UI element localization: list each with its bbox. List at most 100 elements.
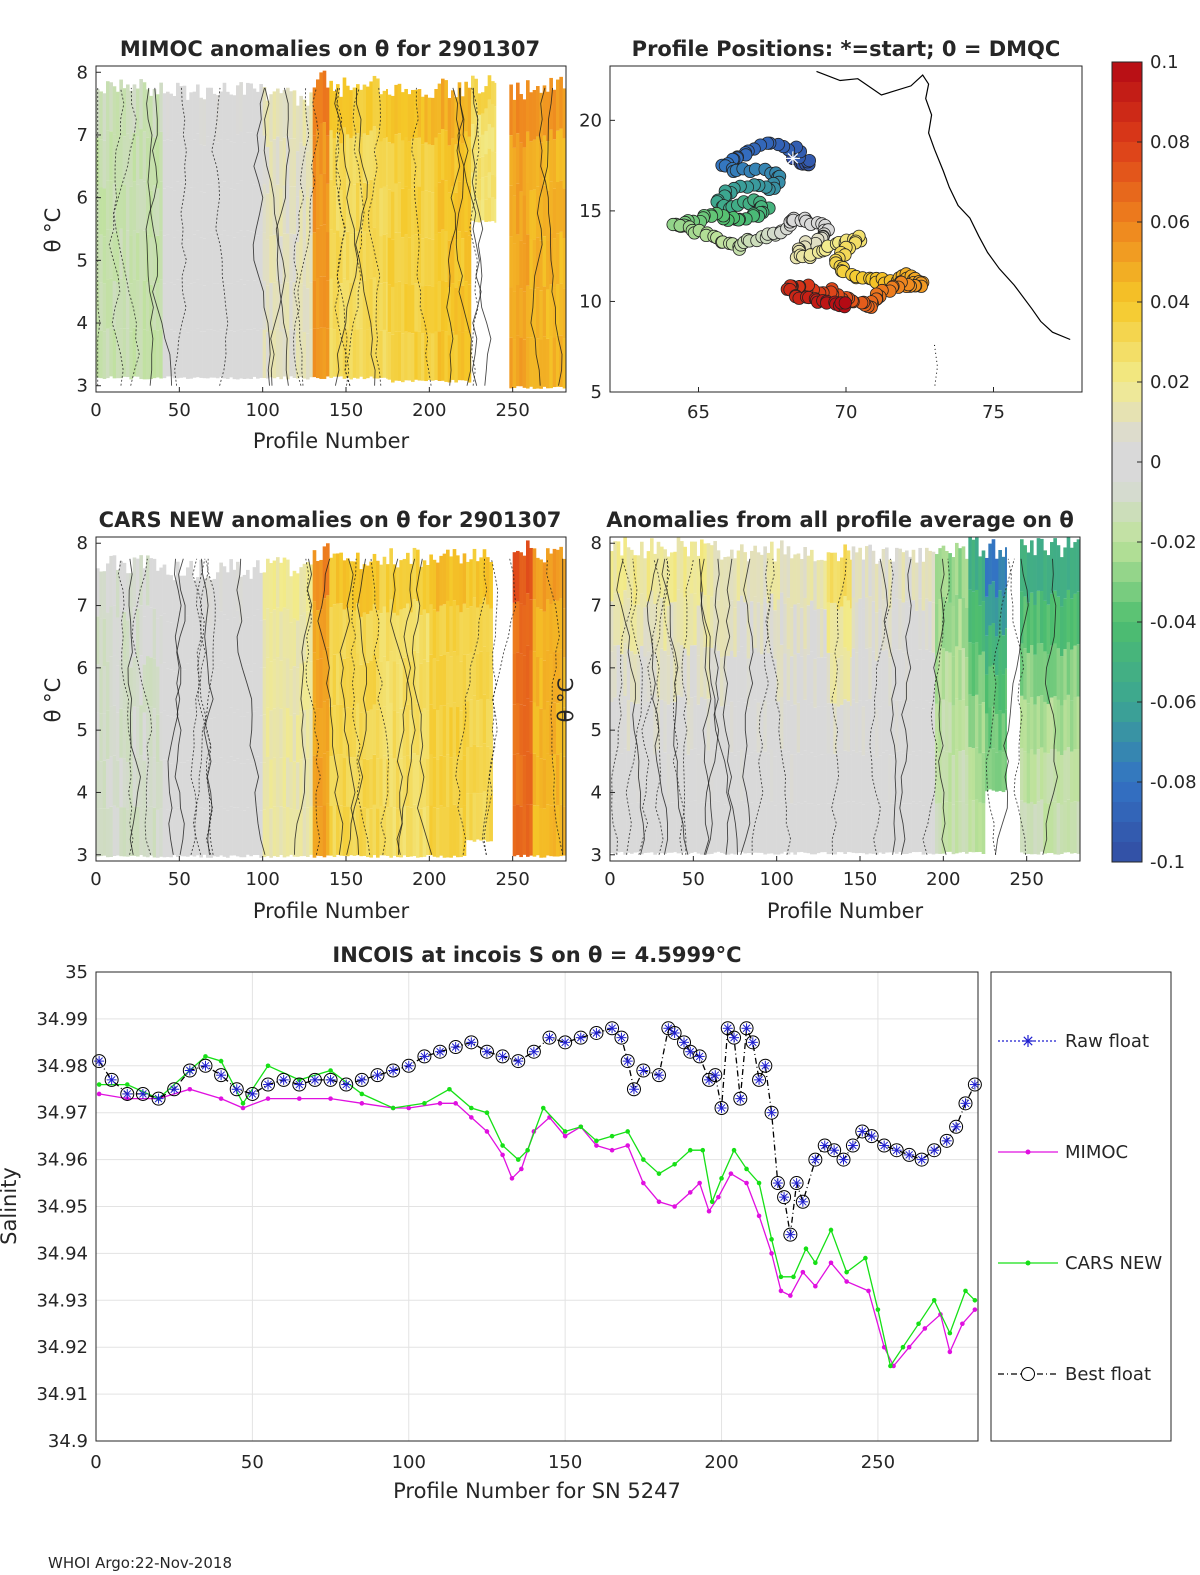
heat-cell [885, 700, 889, 751]
heat-cell [865, 700, 869, 752]
mimoc-point [744, 1180, 749, 1186]
heat-cell [196, 279, 200, 329]
raw-float-point [735, 1093, 746, 1104]
heat-cell [512, 291, 517, 340]
heat-cell [656, 593, 661, 646]
heat-cell [935, 753, 939, 804]
mimoc-point [687, 1190, 693, 1195]
heat-cell [451, 235, 455, 284]
mimoc-point [453, 1101, 458, 1106]
heat-cell [740, 646, 744, 699]
best-float-point [198, 1058, 213, 1073]
cars-point [124, 1082, 130, 1087]
heat-cell [519, 337, 523, 387]
heat-cell [536, 86, 540, 137]
heat-cell [376, 128, 380, 179]
heat-cell [322, 701, 327, 754]
heat-cell [482, 791, 487, 841]
heat-cell [119, 708, 123, 758]
heat-cell [136, 806, 140, 857]
contour-line [740, 558, 754, 855]
heat-cell [650, 747, 654, 800]
heat-cell [322, 122, 327, 174]
raw-float-point [785, 1229, 796, 1240]
heat-cell [1053, 538, 1057, 591]
heat-cell [392, 564, 397, 613]
heat-cell [222, 663, 227, 712]
heat-cell [998, 550, 1002, 591]
heat-cell [382, 556, 387, 607]
heat-cell [316, 328, 320, 379]
best-float-point [323, 1072, 338, 1087]
contour-line [146, 87, 173, 386]
heat-cell [562, 558, 567, 609]
heat-cell [152, 757, 157, 808]
heat-cell [129, 667, 133, 715]
heat-cell [552, 287, 557, 338]
heat-cell [793, 804, 797, 855]
heat-cell [650, 799, 654, 853]
heat-cell [109, 278, 113, 328]
heat-cell [306, 196, 310, 243]
heat-cell [102, 713, 107, 761]
heat-cell [372, 654, 377, 705]
heat-cell [116, 569, 120, 618]
colorbar-segment [1112, 282, 1142, 303]
heat-cell [726, 804, 731, 855]
heat-cell [279, 757, 283, 807]
heat-cell [302, 146, 307, 193]
heat-cell [710, 648, 714, 700]
start-marker [787, 153, 799, 164]
heat-cell [152, 708, 157, 758]
heat-cell [532, 289, 537, 340]
heat-cell [810, 702, 814, 753]
heat-cell [99, 187, 103, 235]
heat-cell [352, 757, 357, 807]
heat-cell [1053, 748, 1057, 802]
heat-cell [938, 802, 942, 854]
heat-cell [840, 803, 844, 853]
heat-cell [562, 88, 567, 139]
heat-cell [905, 601, 909, 652]
heat-cell [666, 556, 671, 606]
heat-cell [102, 236, 107, 284]
heat-cell [216, 95, 220, 143]
heat-cell [434, 283, 438, 332]
heat-cell [700, 592, 704, 645]
heat-cell [810, 803, 814, 855]
heat-cell [840, 704, 844, 754]
heat-cell [489, 794, 493, 842]
heat-cell [206, 184, 210, 234]
heat-cell [226, 331, 230, 379]
cars-point [203, 1054, 208, 1059]
heat-cell [464, 330, 468, 381]
heat-cell [472, 744, 477, 793]
heat-cell [529, 190, 533, 240]
heat-cell [522, 705, 527, 756]
heat-cell [1046, 604, 1051, 655]
heat-cell [136, 657, 140, 708]
heat-cell [146, 656, 150, 707]
heat-cell [1036, 696, 1041, 750]
heat-cell [222, 82, 227, 133]
heat-cell [362, 280, 367, 331]
heat-cell [229, 657, 233, 708]
heat-cell [938, 650, 942, 702]
heat-cell [199, 331, 203, 378]
heat-cell [219, 660, 223, 709]
heat-cell [292, 282, 297, 331]
heat-cell [196, 669, 200, 717]
heat-cell [908, 803, 912, 854]
heat-cell [1060, 656, 1064, 706]
heat-cell [346, 756, 350, 807]
heat-cell [1040, 799, 1044, 852]
heat-cell [891, 561, 896, 611]
x-tick-label: 250 [861, 1452, 895, 1473]
heat-cell [299, 615, 303, 664]
heat-cell [783, 802, 787, 852]
heat-cell [556, 130, 560, 182]
heat-cell [736, 751, 741, 802]
raw-float-point [829, 1145, 840, 1156]
heat-cell [760, 604, 764, 655]
heat-cell [978, 753, 982, 803]
